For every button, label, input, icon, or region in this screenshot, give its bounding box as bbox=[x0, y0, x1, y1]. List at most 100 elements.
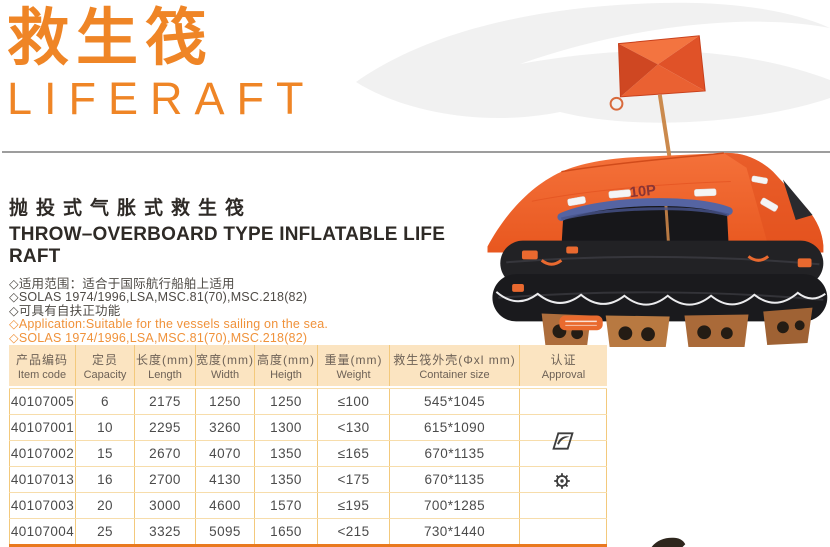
column-header-item-code: 产品编码 Item code bbox=[9, 345, 76, 386]
bullet-standards-cn: ◇SOLAS 1974/1996,LSA,MSC.81(70),MSC.218(… bbox=[9, 290, 308, 305]
cell-container-size: 670*1135 bbox=[390, 441, 520, 466]
column-header-weight: 重量(mm) Weight bbox=[318, 345, 390, 386]
column-header-width: 宽度(mm) Width bbox=[196, 345, 255, 386]
cell-weight: <175 bbox=[318, 467, 390, 492]
column-header-en: Item code bbox=[17, 368, 67, 381]
page-title-block: 救生筏 LIFERAFT bbox=[7, 6, 316, 125]
cell-weight: <130 bbox=[318, 415, 390, 440]
column-header-en: Length bbox=[148, 368, 182, 381]
bottom-logo-fragment bbox=[651, 537, 686, 547]
cell-container-size: 670*1135 bbox=[390, 467, 520, 492]
cell-item-code: 40107001 bbox=[9, 415, 76, 440]
column-header-cn: 宽度(mm) bbox=[196, 352, 254, 367]
cell-container-size: 615*1090 bbox=[390, 415, 520, 440]
cell-item-code: 40107002 bbox=[9, 441, 76, 466]
column-header-en: Container size bbox=[419, 368, 490, 381]
cell-height: 1350 bbox=[255, 441, 318, 466]
cell-approval bbox=[520, 415, 607, 440]
cell-approval bbox=[520, 519, 607, 545]
column-header-cn: 产品编码 bbox=[15, 352, 68, 367]
cell-item-code: 40107013 bbox=[9, 467, 76, 492]
cell-weight: ≤165 bbox=[318, 441, 390, 466]
table-row: 40107002 15 2670 4070 1350 ≤165 670*1135 bbox=[9, 441, 607, 467]
cell-length: 3000 bbox=[135, 493, 196, 518]
page-title-cn: 救生筏 bbox=[7, 4, 215, 73]
table-bottom-border bbox=[9, 544, 607, 547]
cell-approval bbox=[520, 467, 607, 492]
column-header-cn: 定员 bbox=[91, 352, 118, 367]
kite-drogue-icon bbox=[609, 35, 706, 111]
cell-length: 2295 bbox=[135, 415, 196, 440]
cell-approval bbox=[520, 493, 607, 518]
ec-wheelmark-icon bbox=[554, 473, 570, 489]
bullet-application-cn: ◇适用范围：适合于国际航行船舶上适用 bbox=[9, 277, 235, 291]
lifeline-rope bbox=[495, 291, 826, 306]
column-header-en: Weight bbox=[336, 368, 371, 381]
column-header-en: Approval bbox=[541, 368, 586, 381]
buoyancy-tubes bbox=[492, 240, 828, 322]
column-header-en: Heigth bbox=[270, 368, 302, 381]
table-row: 40107004 25 3325 5095 1650 <215 730*1440 bbox=[9, 519, 607, 545]
cell-capacity: 16 bbox=[76, 467, 135, 492]
page-title-en: LIFERAFT bbox=[7, 73, 316, 125]
cell-height: 1570 bbox=[255, 493, 318, 518]
spec-table-body: 40107005 6 2175 1250 1250 ≤100 545*1045 … bbox=[9, 388, 607, 545]
table-row: 40107013 16 2700 4130 1350 <175 670*1135 bbox=[9, 467, 607, 493]
cell-length: 2175 bbox=[135, 389, 196, 414]
column-header-en: Capacity bbox=[83, 368, 127, 381]
cell-weight: ≤195 bbox=[318, 493, 390, 518]
cell-width: 4130 bbox=[196, 467, 255, 492]
column-header-cn: 认证 bbox=[550, 352, 577, 367]
bullet-selfright-cn: ◇可具有自扶正功能 bbox=[9, 303, 121, 318]
cell-height: 1300 bbox=[255, 415, 318, 440]
cell-height: 1650 bbox=[255, 519, 318, 545]
cell-item-code: 40107004 bbox=[9, 519, 76, 545]
cell-capacity: 10 bbox=[76, 415, 135, 440]
product-heading-cn: 抛投式气胀式救生筏 bbox=[9, 198, 253, 219]
column-header-length: 长度(mm) Length bbox=[135, 345, 196, 386]
ccs-classification-logo-icon bbox=[552, 432, 574, 450]
cell-container-size: 700*1285 bbox=[390, 493, 520, 518]
cell-width: 4600 bbox=[196, 493, 255, 518]
table-row: 40107005 6 2175 1250 1250 ≤100 545*1045 bbox=[9, 389, 607, 415]
column-header-capacity: 定员 Capacity bbox=[76, 345, 135, 386]
cell-weight: ≤100 bbox=[318, 389, 390, 414]
cell-item-code: 40107005 bbox=[9, 389, 76, 414]
cell-length: 2700 bbox=[135, 467, 196, 492]
cell-capacity: 25 bbox=[76, 519, 135, 545]
cell-capacity: 15 bbox=[76, 441, 135, 466]
column-header-en: Width bbox=[210, 368, 240, 381]
cell-item-code: 40107003 bbox=[9, 493, 76, 518]
column-header-cn: 高度(mm) bbox=[257, 352, 315, 367]
raft-capacity-label: 10P bbox=[629, 183, 657, 202]
cell-container-size: 730*1440 bbox=[390, 519, 520, 545]
cell-container-size: 545*1045 bbox=[390, 389, 520, 414]
divider-line bbox=[2, 151, 830, 153]
column-header-container-size: 救生筏外壳(Φxl mm) Container size bbox=[390, 345, 520, 386]
cell-capacity: 6 bbox=[76, 389, 135, 414]
cell-width: 5095 bbox=[196, 519, 255, 545]
cell-height: 1350 bbox=[255, 467, 318, 492]
table-row: 40107001 10 2295 3260 1300 <130 615*1090 bbox=[9, 415, 607, 441]
column-header-approval: 认证 Approval bbox=[520, 345, 607, 386]
cell-width: 1250 bbox=[196, 389, 255, 414]
product-heading-en: THROW–OVERBOARD TYPE INFLATABLE LIFE RAF… bbox=[9, 224, 446, 267]
cell-length: 2670 bbox=[135, 441, 196, 466]
column-header-height: 高度(mm) Heigth bbox=[255, 345, 318, 386]
liferaft-photo: 10P bbox=[487, 35, 828, 347]
product-intro: 抛投式气胀式救生筏 THROW–OVERBOARD TYPE INFLATABL… bbox=[9, 193, 479, 358]
cell-capacity: 20 bbox=[76, 493, 135, 518]
cell-approval bbox=[520, 389, 607, 414]
bullet-standards-en: ◇SOLAS 1974/1996,LSA,MSC.81(70),MSC.218(… bbox=[9, 330, 308, 345]
table-row: 40107003 20 3000 4600 1570 ≤195 700*1285 bbox=[9, 493, 607, 519]
column-header-cn: 长度(mm) bbox=[136, 352, 194, 367]
cell-length: 3325 bbox=[135, 519, 196, 545]
column-header-cn: 重量(mm) bbox=[324, 352, 383, 367]
column-header-cn: 救生筏外壳(Φxl mm) bbox=[393, 352, 516, 367]
spec-table: 产品编码 Item code 定员 Capacity 长度(mm) Length… bbox=[9, 345, 607, 547]
spec-table-header: 产品编码 Item code 定员 Capacity 长度(mm) Length… bbox=[9, 345, 607, 386]
cell-height: 1250 bbox=[255, 389, 318, 414]
raft-entrance bbox=[557, 198, 733, 249]
ballast-pockets bbox=[541, 307, 813, 347]
